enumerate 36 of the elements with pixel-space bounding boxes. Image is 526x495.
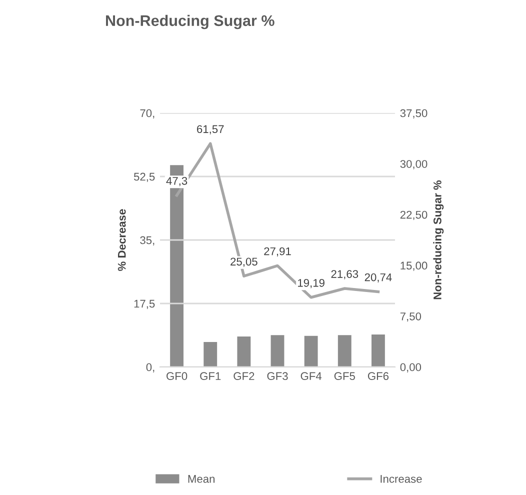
- x-tick-label: GF5: [334, 372, 355, 380]
- y2-tick-label: 22,50: [400, 210, 428, 220]
- x-tick-label: GF6: [368, 372, 389, 380]
- bar: [204, 342, 218, 367]
- y-tick-label: 35,: [140, 236, 154, 246]
- x-tick-label: GF2: [234, 372, 254, 380]
- data-label: 47,3: [166, 176, 188, 186]
- legend-label: Mean: [188, 475, 215, 483]
- y2-tick-label: 7,50: [400, 312, 422, 322]
- y2-tick-label: 0,00: [400, 363, 422, 372]
- y-tick-label: 70,: [140, 109, 154, 118]
- x-tick-label: GF4: [300, 372, 322, 380]
- bar: [372, 334, 385, 367]
- x-tick-label: GF1: [200, 372, 221, 380]
- y2-tick-label: 30,00: [400, 160, 428, 170]
- x-tick-label: GF3: [267, 372, 288, 380]
- data-label: 61,57: [197, 125, 224, 134]
- y-axis-title: % Decrease: [118, 209, 126, 271]
- y-tick-label: 52,5: [134, 172, 155, 182]
- y2-tick-label: 15,00: [400, 262, 428, 271]
- data-label: 19,19: [298, 278, 324, 288]
- bar: [304, 336, 318, 367]
- y2-tick-label: 37,50: [400, 109, 428, 118]
- data-label: 25,05: [230, 258, 258, 267]
- data-label: 21,63: [331, 270, 358, 280]
- legend-label: Increase: [380, 475, 422, 483]
- chart-title: Non-Reducing Sugar %: [106, 14, 274, 30]
- bar: [338, 335, 352, 367]
- y-tick-label: 17,5: [134, 300, 155, 309]
- y2-axis-title: Non-reducing Sugar %: [433, 180, 444, 300]
- data-label: 20,74: [364, 273, 392, 283]
- y-tick-label: 0,: [146, 363, 154, 372]
- bar: [270, 335, 284, 367]
- data-label: 27,91: [264, 247, 291, 257]
- bar: [237, 336, 251, 367]
- x-tick-label: GF0: [166, 372, 188, 380]
